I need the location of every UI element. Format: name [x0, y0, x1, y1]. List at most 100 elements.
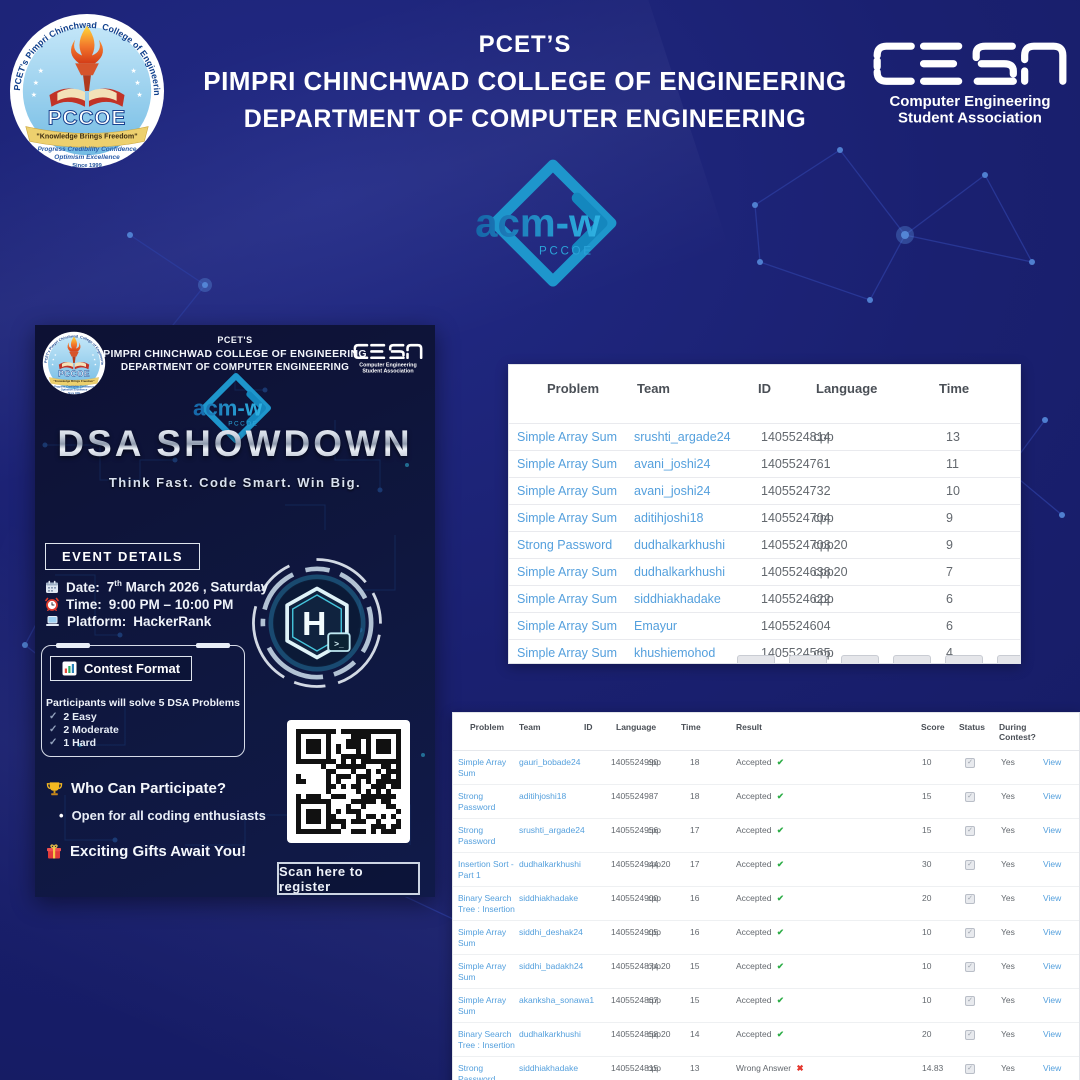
view-link[interactable]: View	[1043, 791, 1062, 801]
view-link[interactable]: View	[1043, 995, 1062, 1005]
team-link[interactable]: srushti_argade24	[519, 825, 585, 835]
problem-link[interactable]: Simple Array Sum	[517, 646, 618, 660]
team-link[interactable]: siddhiakhadake	[519, 1063, 579, 1073]
column-header-id: ID	[584, 722, 593, 732]
result-row: Insertion Sort - Part 1 dudhalkarkhushi 14…	[453, 852, 1079, 886]
time-value: 16	[690, 927, 700, 937]
status-cell: ✓	[965, 960, 975, 972]
problem-link[interactable]: Simple Array Sum	[458, 995, 507, 1016]
column-header-problem: Problem	[470, 722, 505, 732]
problem-link[interactable]: Insertion Sort - Part 1	[458, 859, 514, 880]
check-icon: ✓	[49, 737, 58, 748]
result-value: Accepted ✔	[736, 995, 784, 1005]
result-value: Accepted ✔	[736, 791, 784, 801]
status-checkbox[interactable]: ✓	[965, 893, 975, 904]
view-link[interactable]: View	[1043, 927, 1062, 937]
problem-link[interactable]: Simple Array Sum	[517, 619, 618, 633]
event-tagline: Think Fast. Code Smart. Win Big.	[108, 475, 362, 490]
team-link[interactable]: avani_joshi24	[634, 484, 711, 498]
language-value: cpp20	[647, 961, 671, 971]
accepted-check-icon: ✔	[776, 1029, 784, 1039]
team-link[interactable]: dudhalkarkhushi	[634, 565, 726, 579]
problem-link[interactable]: Strong Password	[517, 538, 613, 552]
poster-college-line3: DEPARTMENT OF COMPUTER ENGINEERING	[120, 362, 350, 373]
view-link[interactable]: View	[1043, 1029, 1062, 1039]
language-value: cpp	[647, 893, 661, 903]
problem-link[interactable]: Simple Array Sum	[458, 757, 507, 778]
submission-id: 1405524900cpp	[611, 893, 661, 903]
score-value: 10	[922, 995, 932, 1005]
team-link[interactable]: akanksha_sonawa1	[519, 995, 595, 1005]
problem-link[interactable]: Strong Password	[458, 791, 496, 812]
result-row: Simple Array Sum siddhi_badakh24 140552487…	[453, 954, 1079, 988]
problem-link[interactable]: Strong Password	[458, 1063, 496, 1080]
team-link[interactable]: siddhiakhadake	[634, 592, 721, 606]
team-link[interactable]: aditihjoshi18	[634, 511, 704, 525]
status-checkbox[interactable]: ✓	[965, 961, 975, 972]
during-contest-value: Yes	[1001, 757, 1015, 767]
team-link[interactable]: gauri_bobade24	[519, 757, 581, 767]
team-link[interactable]: dudhalkarkhushi	[519, 859, 581, 869]
result-row: Strong Password siddhiakhadake 1405524815c…	[453, 1056, 1079, 1080]
problem-link[interactable]: Binary Search Tree : Insertion	[458, 893, 515, 914]
problem-link[interactable]: Simple Array Sum	[517, 430, 618, 444]
view-link[interactable]: View	[1043, 825, 1062, 835]
problem-link[interactable]: Strong Password	[458, 825, 496, 846]
view-link[interactable]: View	[1043, 859, 1062, 869]
event-details-label: EVENT DETAILS	[45, 543, 201, 570]
team-link[interactable]: siddhiakhadake	[519, 893, 579, 903]
team-link[interactable]: khushiemohod	[634, 646, 716, 660]
team-link[interactable]: avani_joshi24	[634, 457, 711, 471]
status-checkbox[interactable]: ✓	[965, 1063, 975, 1074]
view-link[interactable]: View	[1043, 757, 1062, 767]
submission-id: 1405524814cpp	[761, 430, 834, 444]
status-checkbox[interactable]: ✓	[965, 995, 975, 1006]
status-checkbox[interactable]: ✓	[965, 791, 975, 802]
time-value: 9	[946, 538, 953, 552]
pccoe-logo	[8, 12, 166, 170]
problem-link[interactable]: Simple Array Sum	[517, 592, 618, 606]
team-link[interactable]: aditihjoshi18	[519, 791, 567, 801]
status-checkbox[interactable]: ✓	[965, 859, 975, 870]
problem-link[interactable]: Simple Array Sum	[458, 927, 507, 948]
team-link[interactable]: dudhalkarkhushi	[634, 538, 726, 552]
result-value: Accepted ✔	[736, 927, 784, 937]
column-header-team: Team	[519, 722, 541, 732]
view-link[interactable]: View	[1043, 961, 1062, 971]
participate-header: Who Can Participate?	[46, 780, 226, 797]
status-checkbox[interactable]: ✓	[965, 1029, 975, 1040]
platform-value: HackerRank	[133, 613, 212, 629]
team-link[interactable]: siddhi_badakh24	[519, 961, 584, 971]
time-value: 18	[690, 757, 700, 767]
problem-link[interactable]: Simple Array Sum	[517, 511, 618, 525]
column-header-time: Time	[681, 722, 701, 732]
problem-link[interactable]: Simple Array Sum	[458, 961, 507, 982]
submission-id: 1405524622cpp	[761, 592, 834, 606]
team-link[interactable]: Emayur	[634, 619, 678, 633]
view-link[interactable]: View	[1043, 1063, 1062, 1073]
accepted-check-icon: ✔	[776, 893, 784, 903]
status-checkbox[interactable]: ✓	[965, 927, 975, 938]
during-contest-value: Yes	[1001, 825, 1015, 835]
time-value: 6	[946, 619, 953, 633]
team-link[interactable]: dudhalkarkhushi	[519, 1029, 581, 1039]
problem-link[interactable]: Simple Array Sum	[517, 565, 618, 579]
team-link[interactable]: siddhi_deshak24	[519, 927, 583, 937]
status-checkbox[interactable]: ✓	[965, 757, 975, 768]
results-table-header: Problem Team ID Language Time Result Sco…	[453, 713, 1079, 751]
contest-item: ✓ 2 Easy	[49, 710, 119, 723]
problem-link[interactable]: Binary Search Tree : Insertion	[458, 1029, 515, 1050]
time-value: 18	[690, 791, 700, 801]
cesa-logo-small	[353, 343, 423, 375]
register-button[interactable]: Scan here to register	[277, 862, 420, 895]
status-cell: ✓	[965, 756, 975, 768]
problem-link[interactable]: Simple Array Sum	[517, 484, 618, 498]
problem-link[interactable]: Simple Array Sum	[517, 457, 618, 471]
view-link[interactable]: View	[1043, 893, 1062, 903]
team-link[interactable]: srushti_argade24	[634, 430, 731, 444]
status-cell: ✓	[965, 994, 975, 1006]
check-icon: ✓	[49, 724, 58, 735]
submission-id: 1405524956cpp	[611, 825, 661, 835]
submission-id: 1405524987	[611, 791, 659, 801]
status-checkbox[interactable]: ✓	[965, 825, 975, 836]
